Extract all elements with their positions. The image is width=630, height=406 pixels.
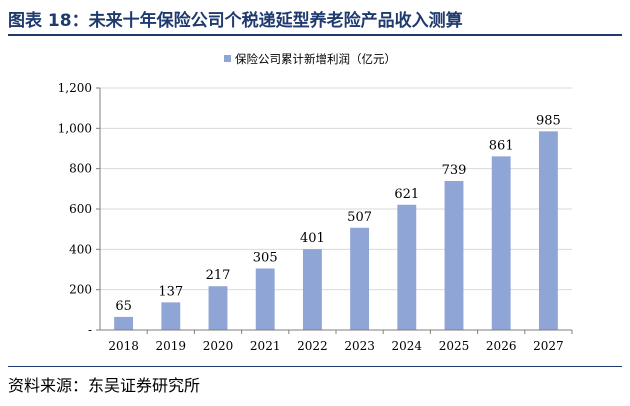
data-label: 305: [253, 250, 278, 265]
data-label: 137: [158, 284, 183, 299]
legend: 保险公司累计新增利润（亿元）: [224, 52, 396, 66]
x-tick-label: 2025: [439, 339, 470, 353]
y-tick-label: 200: [69, 283, 92, 297]
bar: [255, 268, 275, 330]
source-divider: [8, 366, 622, 367]
x-tick-label: 2024: [392, 339, 423, 353]
data-label: 739: [442, 163, 467, 178]
x-tick-label: 2019: [156, 339, 187, 353]
data-label: 861: [489, 138, 514, 153]
x-tick-label: 2027: [533, 339, 564, 353]
bar: [444, 180, 464, 330]
bar: [491, 156, 511, 330]
source-note: 资料来源：东吴证券研究所: [8, 376, 201, 395]
bar: [302, 249, 322, 330]
x-tick-label: 2020: [203, 339, 234, 353]
bar: [161, 302, 181, 330]
y-tick-label: 400: [69, 242, 92, 256]
data-label: 507: [347, 210, 372, 225]
axes: - 200 400 600 800 1,000 1,200 2018 2019 2020 2021 2…: [58, 81, 573, 353]
bars: 65 137 217 305 401 507 621 739 861 985: [114, 113, 561, 330]
data-label: 985: [536, 113, 561, 128]
y-tick-label: 600: [69, 202, 92, 216]
y-tick-label: 1,200: [58, 81, 92, 95]
legend-label: 保险公司累计新增利润（亿元）: [235, 52, 396, 66]
bar-chart: 65 137 217 305 401 507 621 739 861 985 - 200 400 600…: [58, 52, 573, 353]
x-tick-label: 2026: [486, 339, 517, 353]
data-label: 65: [115, 299, 132, 314]
x-tick-label: 2022: [297, 339, 328, 353]
bar: [208, 286, 228, 330]
x-tick-label: 2018: [108, 339, 139, 353]
chart-title: 图表 18：未来十年保险公司个税递延型养老险产品收入测算: [8, 11, 463, 31]
data-label: 217: [206, 268, 231, 283]
bar: [397, 204, 417, 330]
title-divider: [8, 34, 622, 36]
bar: [538, 131, 558, 330]
x-tick-label: 2023: [344, 339, 375, 353]
y-tick-label: 1,000: [58, 121, 92, 135]
bar: [350, 227, 370, 330]
y-tick-label: 800: [69, 162, 92, 176]
y-tick-label: -: [88, 323, 92, 337]
data-label: 621: [394, 187, 419, 202]
legend-swatch: [224, 55, 231, 62]
x-tick-label: 2021: [250, 339, 281, 353]
data-label: 401: [300, 231, 325, 246]
bar: [114, 316, 134, 330]
gridlines: [100, 87, 572, 291]
